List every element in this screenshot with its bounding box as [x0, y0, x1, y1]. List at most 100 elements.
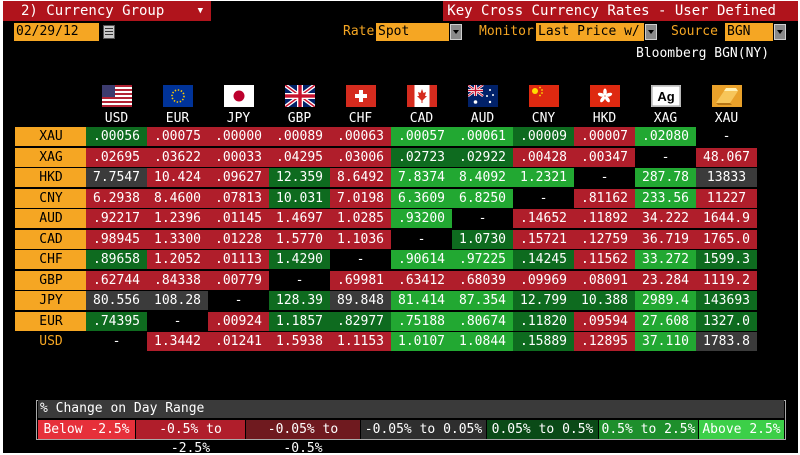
calendar-icon[interactable]	[103, 25, 115, 39]
rate-cell-eur-usd[interactable]: .74395	[86, 312, 147, 331]
rate-cell-cny-cad[interactable]: 6.3609	[391, 189, 452, 208]
rate-cell-cny-usd[interactable]: 6.2938	[86, 189, 147, 208]
rate-cell-gbp-aud[interactable]: .68039	[452, 271, 513, 290]
rate-cell-hkd-hkd[interactable]: -	[574, 168, 635, 187]
rate-cell-cad-xau[interactable]: 1765.0	[696, 230, 757, 249]
rate-cell-xau-usd[interactable]: .00056	[86, 127, 147, 146]
rate-cell-aud-usd[interactable]: .92217	[86, 209, 147, 228]
rate-cell-usd-cny[interactable]: .15889	[513, 332, 574, 351]
rate-cell-chf-jpy[interactable]: .01113	[208, 250, 269, 269]
rate-cell-hkd-chf[interactable]: 8.6492	[330, 168, 391, 187]
rate-cell-cad-eur[interactable]: 1.3300	[147, 230, 208, 249]
rate-cell-jpy-usd[interactable]: 80.556	[86, 291, 147, 310]
source-select[interactable]: BGN	[725, 23, 773, 41]
rate-cell-xag-jpy[interactable]: .00033	[208, 148, 269, 167]
row-label-hkd[interactable]: HKD	[15, 168, 87, 187]
rate-cell-xau-eur[interactable]: .00075	[147, 127, 208, 146]
rate-cell-xau-xau[interactable]: -	[696, 127, 757, 146]
rate-cell-aud-cad[interactable]: .93200	[391, 209, 452, 228]
rate-cell-usd-chf[interactable]: 1.1153	[330, 332, 391, 351]
rate-cell-jpy-cny[interactable]: 12.799	[513, 291, 574, 310]
row-label-cny[interactable]: CNY	[15, 189, 87, 208]
rate-cell-eur-chf[interactable]: .82977	[330, 312, 391, 331]
rate-cell-aud-jpy[interactable]: .01145	[208, 209, 269, 228]
rate-cell-cny-chf[interactable]: 7.0198	[330, 189, 391, 208]
rate-cell-jpy-gbp[interactable]: 128.39	[269, 291, 330, 310]
rate-cell-xag-cny[interactable]: .00428	[513, 148, 574, 167]
rate-cell-cny-cny[interactable]: -	[513, 189, 574, 208]
rate-cell-chf-hkd[interactable]: .11562	[574, 250, 635, 269]
rate-cell-cny-xau[interactable]: 11227	[696, 189, 757, 208]
rate-cell-hkd-xau[interactable]: 13833	[696, 168, 757, 187]
rate-cell-hkd-jpy[interactable]: .09627	[208, 168, 269, 187]
rate-cell-gbp-gbp[interactable]: -	[269, 271, 330, 290]
row-label-xau[interactable]: XAU	[15, 127, 87, 146]
rate-cell-aud-cny[interactable]: .14652	[513, 209, 574, 228]
rate-cell-xau-cad[interactable]: .00057	[391, 127, 452, 146]
rate-select[interactable]: Spot	[376, 23, 449, 41]
rate-cell-usd-cad[interactable]: 1.0107	[391, 332, 452, 351]
rate-cell-jpy-chf[interactable]: 89.848	[330, 291, 391, 310]
rate-cell-eur-gbp[interactable]: 1.1857	[269, 312, 330, 331]
rate-cell-hkd-cny[interactable]: 1.2321	[513, 168, 574, 187]
rate-cell-xau-aud[interactable]: .00061	[452, 127, 513, 146]
rate-cell-chf-cny[interactable]: .14245	[513, 250, 574, 269]
rate-cell-xau-chf[interactable]: .00063	[330, 127, 391, 146]
rate-cell-cad-cny[interactable]: .15721	[513, 230, 574, 249]
rate-cell-cny-jpy[interactable]: .07813	[208, 189, 269, 208]
rate-cell-eur-jpy[interactable]: .00924	[208, 312, 269, 331]
rate-cell-xau-gbp[interactable]: .00089	[269, 127, 330, 146]
rate-cell-aud-aud[interactable]: -	[452, 209, 513, 228]
rate-cell-jpy-xau[interactable]: 143693	[696, 291, 757, 310]
rate-cell-cad-gbp[interactable]: 1.5770	[269, 230, 330, 249]
rate-cell-gbp-usd[interactable]: .62744	[86, 271, 147, 290]
rate-cell-cny-eur[interactable]: 8.4600	[147, 189, 208, 208]
rate-cell-aud-xag[interactable]: 34.222	[635, 209, 696, 228]
rate-cell-cny-gbp[interactable]: 10.031	[269, 189, 330, 208]
rate-cell-cad-aud[interactable]: 1.0730	[452, 230, 513, 249]
rate-cell-chf-xag[interactable]: 33.272	[635, 250, 696, 269]
rate-cell-cad-cad[interactable]: -	[391, 230, 452, 249]
rate-cell-xag-xag[interactable]: -	[635, 148, 696, 167]
row-label-cad[interactable]: CAD	[15, 230, 87, 249]
row-label-jpy[interactable]: JPY	[15, 291, 87, 310]
rate-cell-jpy-hkd[interactable]: 10.388	[574, 291, 635, 310]
rate-cell-chf-xau[interactable]: 1599.3	[696, 250, 757, 269]
rate-cell-eur-cad[interactable]: .75188	[391, 312, 452, 331]
rate-cell-eur-xag[interactable]: 27.608	[635, 312, 696, 331]
row-label-xag[interactable]: XAG	[15, 148, 87, 167]
rate-cell-xag-cad[interactable]: .02723	[391, 148, 452, 167]
rate-cell-chf-eur[interactable]: 1.2052	[147, 250, 208, 269]
rate-cell-gbp-jpy[interactable]: .00779	[208, 271, 269, 290]
row-label-eur[interactable]: EUR	[15, 312, 87, 331]
row-label-aud[interactable]: AUD	[15, 209, 87, 228]
rate-cell-hkd-eur[interactable]: 10.424	[147, 168, 208, 187]
rate-cell-jpy-cad[interactable]: 81.414	[391, 291, 452, 310]
rate-cell-xag-chf[interactable]: .03006	[330, 148, 391, 167]
rate-cell-gbp-cad[interactable]: .63412	[391, 271, 452, 290]
rate-cell-usd-gbp[interactable]: 1.5938	[269, 332, 330, 351]
rate-cell-xau-hkd[interactable]: .00007	[574, 127, 635, 146]
rate-cell-eur-hkd[interactable]: .09594	[574, 312, 635, 331]
rate-cell-usd-aud[interactable]: 1.0844	[452, 332, 513, 351]
rate-cell-aud-eur[interactable]: 1.2396	[147, 209, 208, 228]
rate-cell-hkd-cad[interactable]: 7.8374	[391, 168, 452, 187]
rate-cell-xag-aud[interactable]: .02922	[452, 148, 513, 167]
date-field[interactable]: 02/29/12	[14, 23, 99, 41]
rate-cell-xau-cny[interactable]: .00009	[513, 127, 574, 146]
row-label-usd[interactable]: USD	[15, 332, 87, 351]
rate-cell-usd-xag[interactable]: 37.110	[635, 332, 696, 351]
monitor-dropdown-icon[interactable]	[645, 24, 657, 40]
rate-cell-xau-jpy[interactable]: .00000	[208, 127, 269, 146]
row-label-chf[interactable]: CHF	[15, 250, 87, 269]
rate-cell-chf-gbp[interactable]: 1.4290	[269, 250, 330, 269]
rate-cell-hkd-xag[interactable]: 287.78	[635, 168, 696, 187]
rate-cell-eur-cny[interactable]: .11820	[513, 312, 574, 331]
rate-cell-usd-jpy[interactable]: .01241	[208, 332, 269, 351]
rate-cell-gbp-hkd[interactable]: .08091	[574, 271, 635, 290]
rate-cell-hkd-aud[interactable]: 8.4092	[452, 168, 513, 187]
rate-cell-gbp-chf[interactable]: .69981	[330, 271, 391, 290]
currency-group-menu[interactable]: 2) Currency Group ▼	[3, 1, 211, 21]
rate-cell-jpy-aud[interactable]: 87.354	[452, 291, 513, 310]
rate-cell-gbp-cny[interactable]: .09969	[513, 271, 574, 290]
